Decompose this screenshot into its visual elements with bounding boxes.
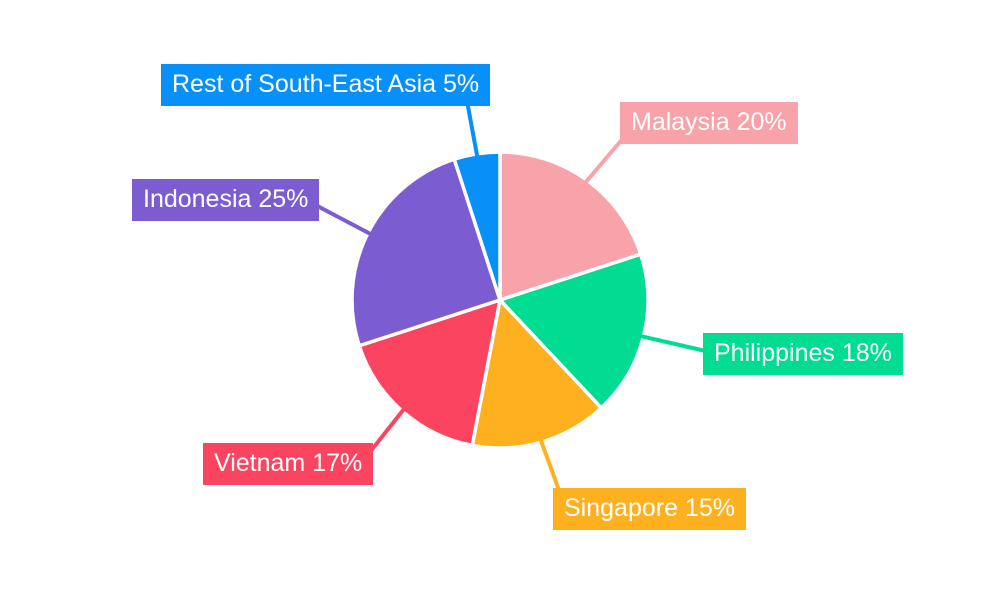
pie-label-vietnam[interactable]: Vietnam 17%: [203, 443, 374, 485]
pie-label-rest-of-south-east-asia[interactable]: Rest of South-East Asia 5%: [161, 64, 491, 106]
pie-label-singapore[interactable]: Singapore 15%: [553, 488, 746, 530]
label-line-vietnam: [368, 406, 407, 454]
label-line-singapore: [538, 437, 562, 494]
label-line-rest-of-south-east-asia: [465, 100, 480, 159]
pie-label-malaysia[interactable]: Malaysia 20%: [620, 102, 798, 144]
pie-label-philippines[interactable]: Philippines 18%: [703, 333, 903, 375]
pie-label-indonesia[interactable]: Indonesia 25%: [132, 179, 320, 221]
label-line-malaysia: [583, 134, 627, 185]
label-line-philippines: [639, 333, 711, 354]
